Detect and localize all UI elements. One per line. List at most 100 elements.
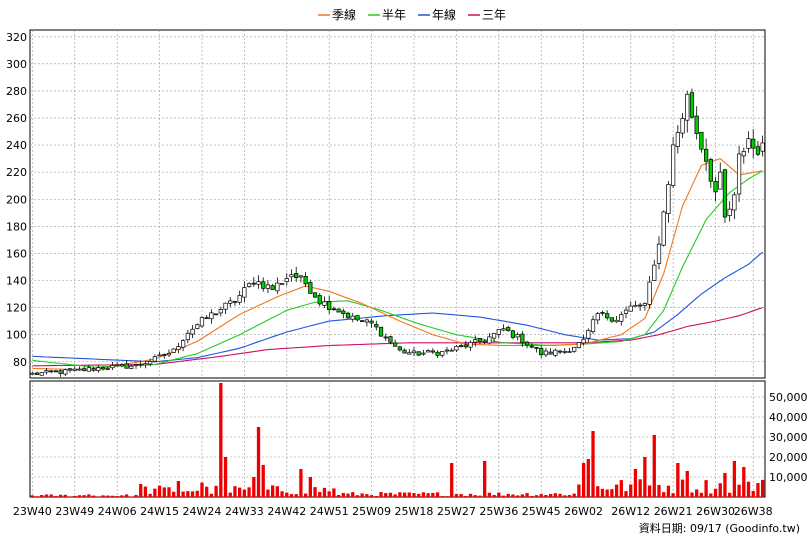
volume-bar bbox=[680, 479, 685, 497]
volume-bar bbox=[421, 492, 426, 497]
volume-bar bbox=[261, 465, 265, 497]
volume-bar bbox=[355, 495, 360, 497]
candle bbox=[699, 131, 704, 153]
volume-bar bbox=[464, 495, 468, 497]
candle bbox=[638, 302, 643, 311]
volume-bar bbox=[153, 488, 157, 497]
volume-bar bbox=[285, 492, 289, 497]
volume-bar bbox=[129, 496, 133, 497]
volume-bar bbox=[172, 491, 176, 497]
candle bbox=[124, 360, 129, 369]
candle bbox=[228, 297, 233, 308]
volume-bar bbox=[148, 493, 152, 497]
volume-bar bbox=[87, 494, 91, 497]
volume-bar bbox=[379, 492, 383, 497]
candle bbox=[30, 372, 35, 375]
candle bbox=[251, 277, 256, 287]
x-tick-1: 23W49 bbox=[55, 505, 94, 518]
volume-bar bbox=[610, 489, 614, 497]
volume-bar bbox=[322, 487, 327, 497]
candle bbox=[218, 306, 223, 317]
candle bbox=[157, 351, 162, 357]
candle bbox=[209, 309, 214, 324]
volume-bar bbox=[534, 495, 539, 497]
candle bbox=[317, 293, 322, 307]
volume-bar bbox=[666, 485, 671, 497]
candle bbox=[115, 361, 120, 367]
candle bbox=[633, 300, 638, 307]
candle bbox=[685, 90, 690, 133]
candle bbox=[722, 168, 728, 223]
volume-bar bbox=[101, 495, 105, 497]
x-tick-2: 24W06 bbox=[98, 505, 137, 518]
volume-tick-1: 20,000 bbox=[769, 451, 808, 464]
candle bbox=[312, 292, 318, 299]
candle bbox=[642, 302, 647, 311]
volume-bar bbox=[581, 463, 586, 497]
candle bbox=[322, 296, 327, 309]
price-tick-4: 160 bbox=[6, 247, 27, 260]
volume-bar bbox=[751, 491, 755, 497]
candle bbox=[185, 329, 190, 344]
price-tick-10: 280 bbox=[6, 85, 27, 98]
volume-bar bbox=[162, 487, 166, 497]
price-tick-8: 240 bbox=[6, 139, 27, 152]
candle bbox=[708, 157, 713, 188]
candle bbox=[586, 328, 591, 343]
volume-bar bbox=[238, 487, 242, 497]
x-tick-11: 25W36 bbox=[479, 505, 518, 518]
volume-bar bbox=[676, 463, 680, 497]
volume-bar bbox=[181, 491, 185, 497]
candle bbox=[557, 349, 563, 354]
volume-bar bbox=[643, 457, 647, 497]
volume-bar bbox=[657, 485, 661, 497]
candle bbox=[671, 136, 676, 188]
volume-bar bbox=[454, 494, 459, 497]
candle bbox=[576, 342, 582, 349]
volume-bar bbox=[417, 493, 421, 497]
candle bbox=[284, 273, 289, 286]
x-tick-6: 24W42 bbox=[267, 505, 306, 518]
candle bbox=[39, 372, 44, 376]
candle bbox=[256, 275, 261, 289]
volume-bar bbox=[577, 484, 581, 497]
volume-bar bbox=[591, 431, 595, 497]
volume-bar bbox=[143, 486, 148, 497]
volume-bar bbox=[544, 495, 548, 497]
price-tick-3: 140 bbox=[6, 275, 27, 288]
candle bbox=[138, 360, 143, 368]
price-tick-1: 100 bbox=[6, 329, 27, 342]
volume-bar bbox=[82, 495, 86, 497]
candle bbox=[270, 283, 275, 290]
volume-bar bbox=[426, 493, 430, 497]
candle bbox=[374, 320, 379, 331]
volume-bar bbox=[313, 487, 317, 497]
x-tick-3: 24W15 bbox=[140, 505, 179, 518]
volume-bar bbox=[209, 493, 214, 497]
volume-bar bbox=[473, 495, 477, 497]
candle bbox=[119, 363, 124, 368]
volume-bar bbox=[629, 484, 633, 497]
volume-bar bbox=[756, 483, 760, 497]
volume-bar bbox=[619, 480, 623, 497]
volume-bar bbox=[487, 492, 492, 497]
volume-bar bbox=[435, 492, 440, 497]
candle bbox=[303, 272, 308, 288]
volume-bar bbox=[318, 492, 322, 497]
candle bbox=[58, 369, 63, 377]
volume-bar bbox=[68, 496, 72, 497]
volume-bar bbox=[742, 467, 746, 497]
candle bbox=[562, 348, 567, 355]
candle bbox=[279, 283, 285, 285]
candle bbox=[435, 350, 440, 358]
volume-bar bbox=[214, 485, 218, 497]
volume-bar bbox=[35, 496, 39, 497]
volume-bar bbox=[351, 492, 355, 497]
volume-bar bbox=[412, 493, 416, 497]
volume-bar bbox=[596, 486, 600, 497]
volume-bar bbox=[346, 493, 350, 497]
volume-panel: 10,000 20,000 30,000 40,000 50,000 bbox=[29, 380, 808, 498]
legend-label-2: 年線 bbox=[432, 7, 456, 22]
candle bbox=[171, 348, 176, 353]
x-tick-9: 25W18 bbox=[395, 505, 434, 518]
